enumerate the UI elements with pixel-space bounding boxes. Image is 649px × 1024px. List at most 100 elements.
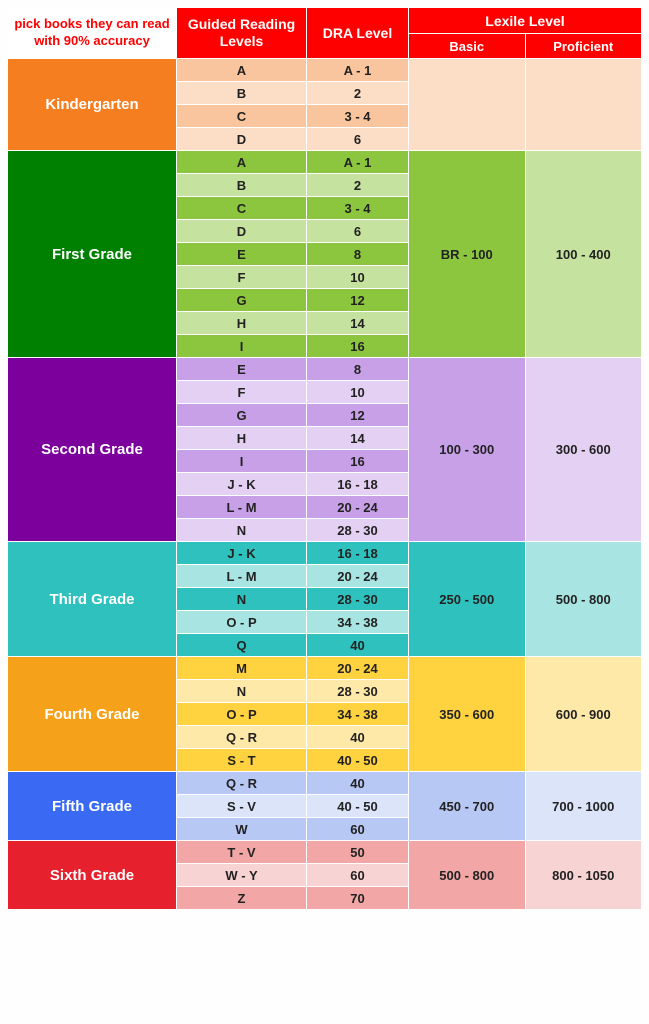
dra-cell: 8 [306, 243, 408, 265]
lexile-basic-cell: 350 - 600 [408, 657, 525, 771]
dra-cell: 60 [306, 818, 408, 840]
dra-cell: 40 [306, 772, 408, 794]
dra-cell: 16 - 18 [306, 542, 408, 564]
grade-block: KindergartenAA - 1B2C3 - 4D6 [8, 58, 641, 150]
guided-reading-cell: S - V [176, 795, 306, 817]
level-row: H14 [176, 311, 408, 334]
dra-cell: 28 - 30 [306, 588, 408, 610]
dra-cell: 3 - 4 [306, 105, 408, 127]
grade-rows: E8F10G12H14I16J - K16 - 18L - M20 - 24N2… [176, 357, 408, 541]
dra-cell: 14 [306, 427, 408, 449]
level-row: O - P34 - 38 [176, 610, 408, 633]
guided-reading-cell: N [176, 519, 306, 541]
level-row: N28 - 30 [176, 679, 408, 702]
guided-reading-cell: Q [176, 634, 306, 656]
level-row: F10 [176, 265, 408, 288]
guided-reading-cell: L - M [176, 565, 306, 587]
grade-label: Second Grade [8, 357, 176, 541]
guided-reading-cell: T - V [176, 841, 306, 863]
level-row: C3 - 4 [176, 104, 408, 127]
level-row: N28 - 30 [176, 587, 408, 610]
dra-cell: 70 [306, 887, 408, 909]
guided-reading-cell: N [176, 680, 306, 702]
guided-reading-cell: O - P [176, 703, 306, 725]
dra-cell: 40 - 50 [306, 795, 408, 817]
header-note: pick books they can read with 90% accura… [8, 8, 176, 58]
guided-reading-cell: Q - R [176, 772, 306, 794]
level-row: I16 [176, 449, 408, 472]
dra-cell: 10 [306, 381, 408, 403]
header-lexile-proficient: Proficient [525, 34, 642, 58]
lexile-proficient-cell: 700 - 1000 [525, 772, 642, 840]
level-row: B2 [176, 173, 408, 196]
guided-reading-cell: Z [176, 887, 306, 909]
dra-cell: 14 [306, 312, 408, 334]
guided-reading-cell: H [176, 312, 306, 334]
header-dra: DRA Level [306, 8, 408, 58]
guided-reading-cell: G [176, 289, 306, 311]
level-row: L - M20 - 24 [176, 564, 408, 587]
level-row: G12 [176, 288, 408, 311]
lexile-area: 250 - 500500 - 800 [408, 541, 641, 656]
dra-cell: 16 - 18 [306, 473, 408, 495]
grade-rows: Q - R40S - V40 - 50W60 [176, 771, 408, 840]
level-row: H14 [176, 426, 408, 449]
guided-reading-cell: B [176, 174, 306, 196]
grade-label: Sixth Grade [8, 840, 176, 909]
level-row: G12 [176, 403, 408, 426]
lexile-proficient-cell: 300 - 600 [525, 358, 642, 541]
guided-reading-cell: D [176, 220, 306, 242]
guided-reading-cell: D [176, 128, 306, 150]
grade-label: Fifth Grade [8, 771, 176, 840]
grade-rows: J - K16 - 18L - M20 - 24N28 - 30O - P34 … [176, 541, 408, 656]
level-row: N28 - 30 [176, 518, 408, 541]
grade-label: Third Grade [8, 541, 176, 656]
dra-cell: 28 - 30 [306, 519, 408, 541]
guided-reading-cell: F [176, 381, 306, 403]
lexile-proficient-cell: 500 - 800 [525, 542, 642, 656]
dra-cell: 6 [306, 220, 408, 242]
dra-cell: 34 - 38 [306, 703, 408, 725]
guided-reading-cell: E [176, 358, 306, 380]
level-row: M20 - 24 [176, 656, 408, 679]
header-lexile: Lexile Level Basic Proficient [408, 8, 641, 58]
guided-reading-cell: C [176, 105, 306, 127]
dra-cell: 40 - 50 [306, 749, 408, 771]
lexile-proficient-cell [525, 59, 642, 150]
guided-reading-cell: J - K [176, 473, 306, 495]
dra-cell: 60 [306, 864, 408, 886]
level-row: I16 [176, 334, 408, 357]
dra-cell: A - 1 [306, 59, 408, 81]
dra-cell: 8 [306, 358, 408, 380]
lexile-area: 500 - 800800 - 1050 [408, 840, 641, 909]
lexile-proficient-cell: 600 - 900 [525, 657, 642, 771]
level-row: S - T40 - 50 [176, 748, 408, 771]
level-row: Q40 [176, 633, 408, 656]
lexile-area: 350 - 600600 - 900 [408, 656, 641, 771]
dra-cell: 50 [306, 841, 408, 863]
dra-cell: 40 [306, 726, 408, 748]
dra-cell: A - 1 [306, 151, 408, 173]
grade-block: Third GradeJ - K16 - 18L - M20 - 24N28 -… [8, 541, 641, 656]
guided-reading-cell: C [176, 197, 306, 219]
guided-reading-cell: G [176, 404, 306, 426]
level-row: AA - 1 [176, 58, 408, 81]
dra-cell: 20 - 24 [306, 657, 408, 679]
table-header: pick books they can read with 90% accura… [8, 8, 641, 58]
level-row: F10 [176, 380, 408, 403]
header-lexile-label: Lexile Level [409, 8, 641, 33]
grade-label: Kindergarten [8, 58, 176, 150]
lexile-basic-cell: 250 - 500 [408, 542, 525, 656]
guided-reading-cell: O - P [176, 611, 306, 633]
level-row: E8 [176, 357, 408, 380]
dra-cell: 12 [306, 289, 408, 311]
guided-reading-cell: I [176, 450, 306, 472]
lexile-proficient-cell: 800 - 1050 [525, 841, 642, 909]
dra-cell: 10 [306, 266, 408, 288]
guided-reading-cell: W - Y [176, 864, 306, 886]
level-row: C3 - 4 [176, 196, 408, 219]
level-row: J - K16 - 18 [176, 472, 408, 495]
guided-reading-cell: I [176, 335, 306, 357]
level-row: Z70 [176, 886, 408, 909]
lexile-basic-cell [408, 59, 525, 150]
